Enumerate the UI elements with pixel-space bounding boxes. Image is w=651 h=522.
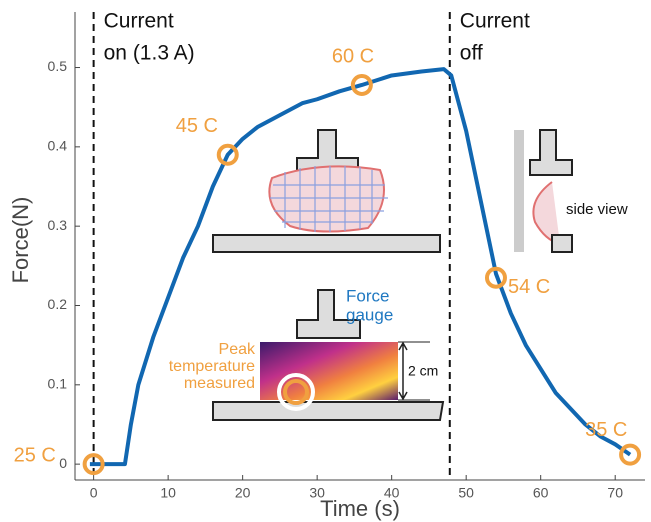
inset-label: measured: [184, 375, 255, 392]
y-tick-label: 0.2: [48, 296, 68, 312]
event-label: Current: [104, 10, 174, 33]
temp-label: 35 C: [585, 419, 627, 441]
x-tick-label: 50: [458, 485, 474, 501]
y-tick-label: 0.1: [48, 376, 68, 392]
inset-label: gauge: [346, 305, 393, 324]
temp-label: 25 C: [14, 444, 56, 466]
y-tick-label: 0.3: [48, 217, 68, 233]
y-tick-label: 0.5: [48, 58, 68, 74]
inset-label: side view: [566, 201, 628, 218]
event-label: Current: [460, 10, 530, 33]
chart: 00.10.20.30.40.5010203040506070Time (s)F…: [0, 0, 651, 522]
x-tick-label: 0: [90, 485, 98, 501]
temp-label: 60 C: [332, 45, 374, 67]
inset-label: Force: [346, 286, 389, 305]
x-tick-label: 20: [235, 485, 251, 501]
y-tick-label: 0: [59, 455, 67, 471]
y-tick-label: 0.4: [48, 138, 68, 154]
x-tick-label: 10: [160, 485, 176, 501]
inset-top: [213, 130, 440, 252]
inset-label: Peak: [219, 341, 256, 358]
inset-label: temperature: [169, 358, 255, 375]
x-tick-label: 70: [607, 485, 623, 501]
temp-label: 45 C: [176, 115, 218, 137]
event-label: on (1.3 A): [104, 42, 195, 65]
event-label: off: [460, 42, 483, 65]
y-axis-label: Force(N): [8, 197, 33, 284]
inset-label: 2 cm: [408, 363, 438, 379]
inset-side: [514, 130, 572, 252]
x-axis-label: Time (s): [320, 496, 400, 521]
x-tick-label: 60: [533, 485, 549, 501]
temp-label: 54 C: [508, 276, 550, 298]
